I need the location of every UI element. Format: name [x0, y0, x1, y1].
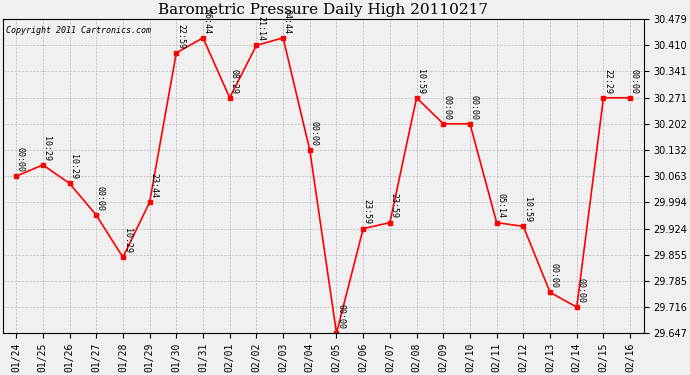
Text: 23:44: 23:44 — [149, 173, 158, 198]
Text: 00:00: 00:00 — [16, 147, 25, 172]
Text: 00:00: 00:00 — [96, 186, 105, 211]
Text: 22:29: 22:29 — [603, 69, 612, 94]
Text: 10:29: 10:29 — [43, 136, 52, 161]
Text: 10:29: 10:29 — [123, 228, 132, 253]
Text: Copyright 2011 Cartronics.com: Copyright 2011 Cartronics.com — [6, 26, 151, 34]
Text: 10:29: 10:29 — [69, 154, 78, 179]
Text: 00:00: 00:00 — [336, 304, 345, 329]
Text: 10:59: 10:59 — [523, 197, 532, 222]
Text: 00:00: 00:00 — [550, 263, 559, 288]
Text: 00:00: 00:00 — [443, 94, 452, 120]
Text: 00:00: 00:00 — [630, 69, 639, 94]
Text: 10:59: 10:59 — [416, 69, 425, 94]
Text: 00:00: 00:00 — [576, 278, 585, 303]
Text: 21:14: 21:14 — [256, 16, 265, 41]
Text: 04:44: 04:44 — [283, 9, 292, 34]
Title: Barometric Pressure Daily High 20110217: Barometric Pressure Daily High 20110217 — [158, 3, 488, 17]
Text: 06:44: 06:44 — [203, 9, 212, 34]
Text: 08:29: 08:29 — [229, 69, 238, 94]
Text: 22:59: 22:59 — [176, 24, 185, 49]
Text: 05:14: 05:14 — [496, 194, 505, 219]
Text: 00:00: 00:00 — [309, 121, 319, 146]
Text: 23:59: 23:59 — [390, 194, 399, 219]
Text: 00:00: 00:00 — [470, 94, 479, 120]
Text: 23:59: 23:59 — [363, 200, 372, 225]
